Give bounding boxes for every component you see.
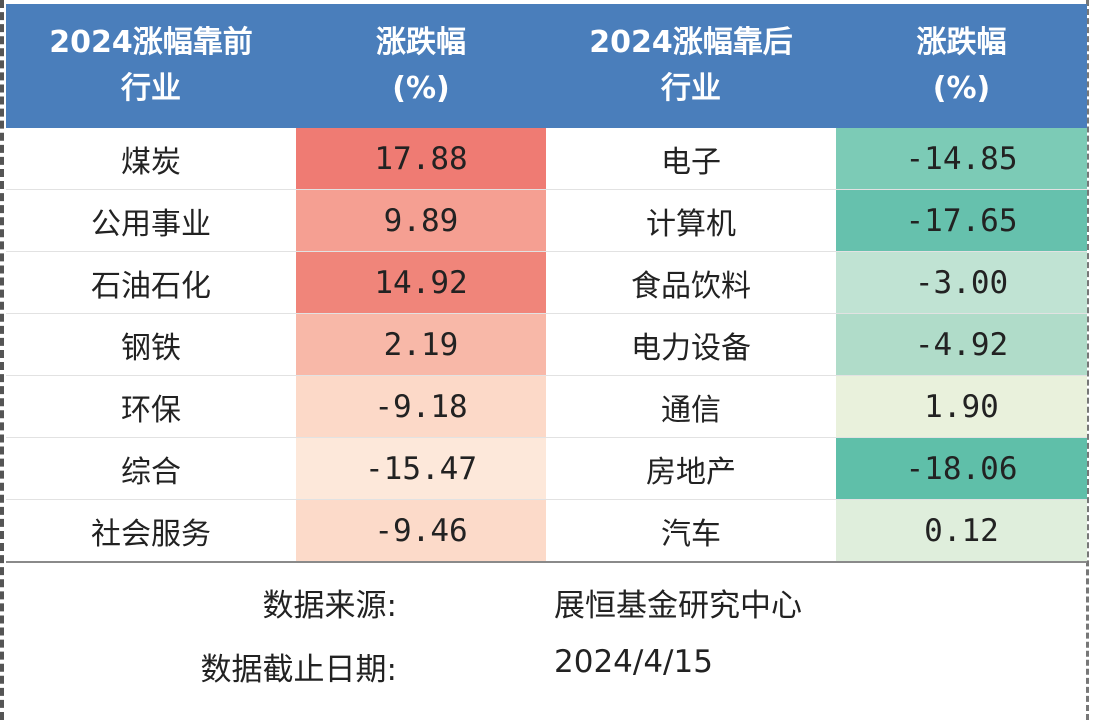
top-change-cell: -9.46 xyxy=(296,499,546,563)
source-value: 展恒基金研究中心 xyxy=(554,588,802,624)
top-industry-cell: 公用事业 xyxy=(6,189,296,252)
source-label: 数据来源: xyxy=(262,588,397,624)
table-row: 钢铁 2.19 电力设备 -4.92 xyxy=(6,313,1087,376)
footer-notes: 数据来源: 展恒基金研究中心 数据截止日期: 2024/4/15 xyxy=(6,580,1087,708)
bottom-change-cell: -17.65 xyxy=(836,189,1087,252)
top-change-cell: 2.19 xyxy=(296,313,546,376)
bottom-change-cell: -3.00 xyxy=(836,251,1087,314)
top-industry-cell: 煤炭 xyxy=(6,128,296,190)
bottom-industry-cell: 食品饮料 xyxy=(546,251,836,314)
header-top-change-line1: 涨跌幅 xyxy=(376,25,466,60)
bottom-change-cell: -18.06 xyxy=(836,437,1087,500)
industry-performance-table-container: 2024涨幅靠前 行业 涨跌幅 (%) 2024涨幅靠后 行业 涨跌幅 (%) … xyxy=(6,4,1087,563)
top-industry-cell: 环保 xyxy=(6,375,296,438)
table-row: 公用事业 9.89 计算机 -17.65 xyxy=(6,189,1087,252)
bottom-change-cell: 1.90 xyxy=(836,375,1087,438)
date-label: 数据截止日期: xyxy=(200,652,397,688)
header-bottom-industry: 2024涨幅靠后 行业 xyxy=(546,4,836,128)
bottom-industry-cell: 房地产 xyxy=(546,437,836,500)
top-change-cell: -9.18 xyxy=(296,375,546,438)
bottom-change-cell: 0.12 xyxy=(836,499,1087,563)
header-top-change-line2: (%) xyxy=(392,71,450,106)
table-row: 石油石化 14.92 食品饮料 -3.00 xyxy=(6,251,1087,314)
top-change-cell: 14.92 xyxy=(296,251,546,314)
bottom-industry-cell: 电子 xyxy=(546,128,836,190)
header-bottom-change: 涨跌幅 (%) xyxy=(836,4,1087,128)
table-row: 社会服务 -9.46 汽车 0.12 xyxy=(6,499,1087,563)
bottom-change-cell: -14.85 xyxy=(836,128,1087,190)
header-top-change: 涨跌幅 (%) xyxy=(296,4,546,128)
table-row: 煤炭 17.88 电子 -14.85 xyxy=(6,128,1087,190)
header-top-industry-line1: 2024涨幅靠前 xyxy=(49,25,253,60)
left-dashed-border xyxy=(0,0,8,720)
right-dashed-border xyxy=(1086,0,1089,720)
top-industry-cell: 石油石化 xyxy=(6,251,296,314)
bottom-industry-cell: 汽车 xyxy=(546,499,836,563)
top-change-cell: 9.89 xyxy=(296,189,546,252)
header-top-industry-line2: 行业 xyxy=(121,71,181,106)
bottom-industry-cell: 计算机 xyxy=(546,189,836,252)
date-row: 数据截止日期: 2024/4/15 xyxy=(6,644,1087,708)
source-row: 数据来源: 展恒基金研究中心 xyxy=(6,580,1087,644)
table-row: 综合 -15.47 房地产 -18.06 xyxy=(6,437,1087,500)
industry-performance-table: 2024涨幅靠前 行业 涨跌幅 (%) 2024涨幅靠后 行业 涨跌幅 (%) … xyxy=(6,4,1087,563)
bottom-change-cell: -4.92 xyxy=(836,313,1087,376)
bottom-industry-cell: 电力设备 xyxy=(546,313,836,376)
bottom-industry-cell: 通信 xyxy=(546,375,836,438)
top-industry-cell: 钢铁 xyxy=(6,313,296,376)
header-bottom-industry-line1: 2024涨幅靠后 xyxy=(589,25,793,60)
table-body: 煤炭 17.88 电子 -14.85 公用事业 9.89 计算机 -17.65 石油石化 14.9… xyxy=(6,128,1087,563)
top-industry-cell: 综合 xyxy=(6,437,296,500)
top-change-cell: 17.88 xyxy=(296,128,546,190)
header-bottom-change-line1: 涨跌幅 xyxy=(916,25,1007,60)
header-bottom-industry-line2: 行业 xyxy=(661,71,721,106)
top-industry-cell: 社会服务 xyxy=(6,499,296,563)
top-change-cell: -15.47 xyxy=(296,437,546,500)
header-row: 2024涨幅靠前 行业 涨跌幅 (%) 2024涨幅靠后 行业 涨跌幅 (%) xyxy=(6,4,1087,128)
header-top-industry: 2024涨幅靠前 行业 xyxy=(6,4,296,128)
table-row: 环保 -9.18 通信 1.90 xyxy=(6,375,1087,438)
date-value: 2024/4/15 xyxy=(554,644,713,680)
header-bottom-change-line2: (%) xyxy=(932,71,991,106)
